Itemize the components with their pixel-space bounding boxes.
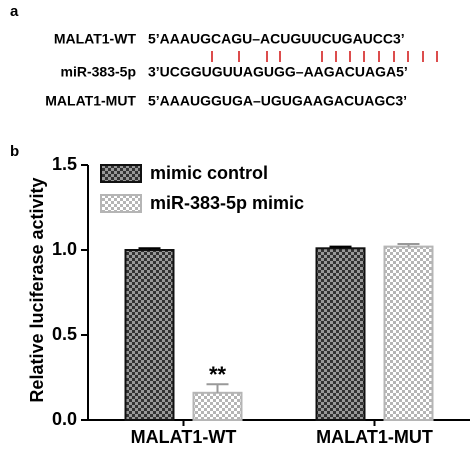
sequence: 3’UCGGUGUUAGUGG–AAGACUAGA5’ bbox=[148, 64, 408, 80]
bar bbox=[315, 247, 366, 421]
y-tick-label: 1.5 bbox=[52, 154, 77, 174]
error-bar bbox=[329, 245, 352, 249]
bar bbox=[383, 245, 434, 421]
bar bbox=[192, 391, 243, 421]
panel-label: a bbox=[10, 3, 19, 20]
row-name: MALAT1-WT bbox=[54, 31, 137, 47]
y-axis-label: Relative luciferase activity bbox=[27, 177, 47, 402]
error-bar bbox=[206, 383, 229, 393]
bar bbox=[124, 249, 175, 421]
pairing-marks bbox=[211, 51, 438, 62]
legend-swatch bbox=[100, 194, 142, 213]
row-name: MALAT1-MUT bbox=[45, 93, 136, 109]
sequence: 5’AAAUGCAGU–ACUGUUCUGAUCC3’ bbox=[148, 31, 405, 47]
error-bar bbox=[138, 247, 161, 250]
y-tick-label: 1.0 bbox=[52, 239, 77, 259]
annotation: ** bbox=[209, 362, 227, 387]
legend-label: mimic control bbox=[150, 163, 268, 183]
error-bar bbox=[397, 243, 420, 247]
legend-swatch bbox=[100, 164, 142, 183]
legend-label: miR-383-5p mimic bbox=[150, 193, 304, 213]
sequence: 5’AAAUGGUGA–UGUGAAGACUAGC3’ bbox=[148, 93, 407, 109]
y-tick-label: 0.0 bbox=[52, 409, 77, 429]
y-tick-label: 0.5 bbox=[52, 324, 77, 344]
x-tick-label: MALAT1-WT bbox=[131, 427, 237, 447]
row-name: miR-383-5p bbox=[61, 64, 136, 80]
x-tick-label: MALAT1-MUT bbox=[316, 427, 433, 447]
panel-label: b bbox=[10, 143, 19, 160]
